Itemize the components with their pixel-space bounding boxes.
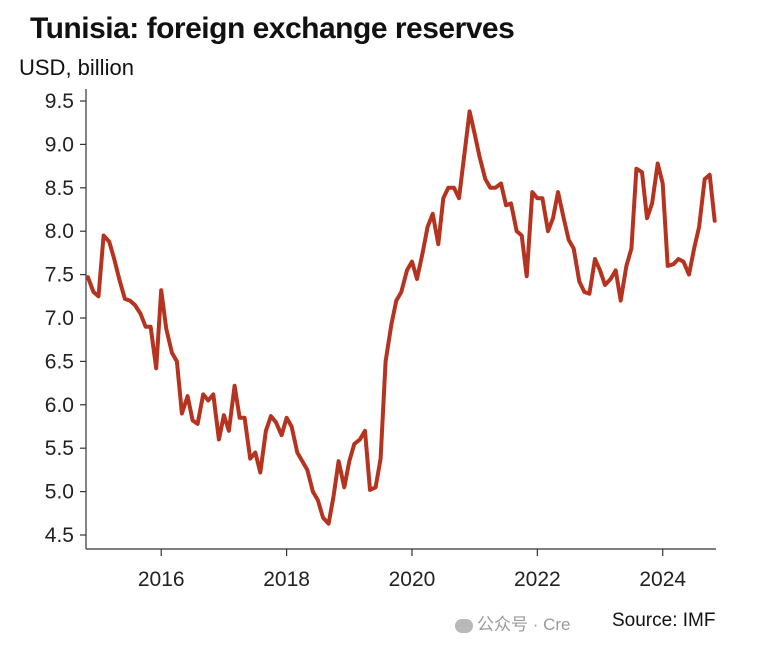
y-tick-label: 9.0 (45, 133, 74, 156)
watermark-text: 公众号 · Cre (477, 615, 571, 634)
y-tick-label: 4.5 (45, 524, 74, 547)
chart-title: Tunisia: foreign exchange reserves (30, 12, 515, 45)
y-tick-label: 6.0 (45, 394, 74, 417)
y-tick-label: 7.5 (45, 264, 74, 287)
y-axis-ticks: 4.5 5.0 5.5 6.0 6.5 7.0 7.5 8.0 8.5 9.0 9.5 (45, 90, 86, 547)
y-axis-unit-label: USD, billion (19, 55, 134, 80)
x-tick-label: 2024 (639, 568, 686, 591)
y-tick-label: 6.5 (45, 350, 74, 373)
source-note: Source: IMF (612, 610, 716, 631)
x-tick-label: 2016 (138, 568, 185, 591)
y-tick-label: 7.0 (45, 307, 74, 330)
x-tick-label: 2020 (389, 568, 436, 591)
watermark: 公众号 · Cre (455, 610, 571, 635)
y-tick-label: 9.5 (45, 90, 74, 113)
x-axis-ticks: 2016 2018 2020 2022 2024 (138, 549, 686, 591)
x-tick-label: 2022 (514, 568, 561, 591)
chart-axes (85, 89, 716, 550)
y-tick-label: 5.5 (45, 437, 74, 460)
series-line-0 (85, 109, 717, 526)
y-tick-label: 8.0 (45, 220, 74, 243)
y-tick-label: 8.5 (45, 177, 74, 200)
wechat-icon (455, 618, 473, 633)
plot-area (85, 109, 717, 526)
x-tick-label: 2018 (263, 568, 310, 591)
y-tick-label: 5.0 (45, 481, 74, 504)
